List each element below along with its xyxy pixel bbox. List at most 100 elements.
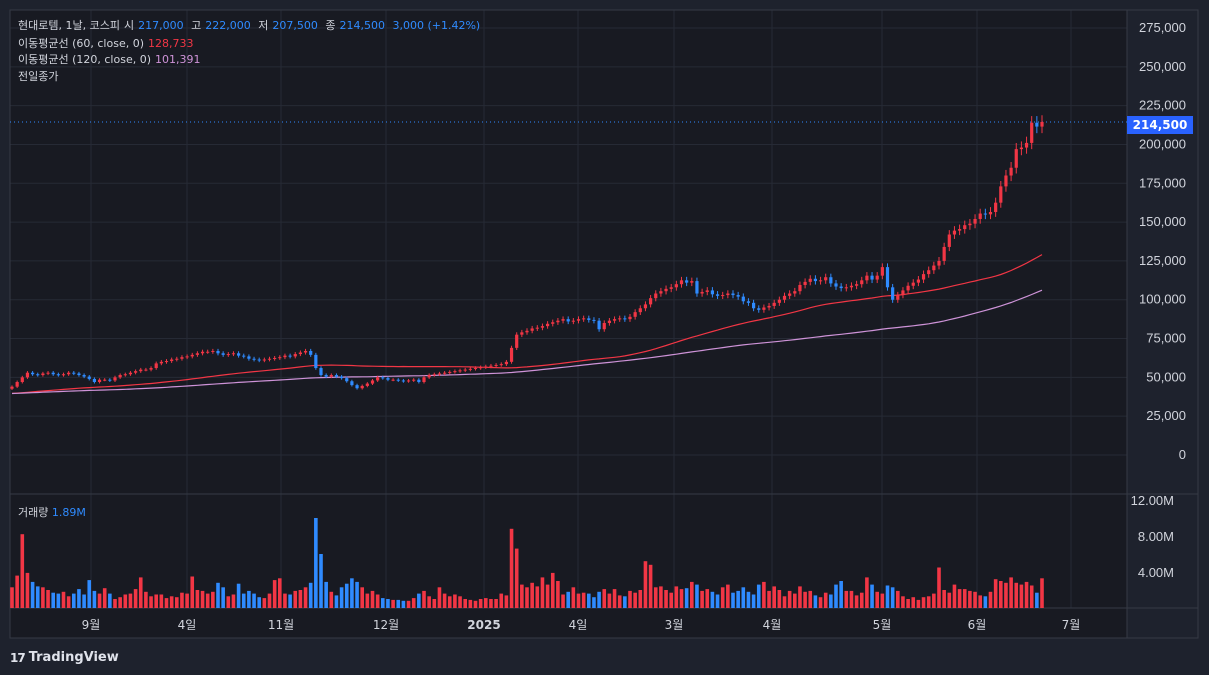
candle-body [340,376,344,379]
candle-body [237,353,241,356]
volume-bar [751,594,756,608]
price-tick-label: 225,000 [1139,98,1186,113]
candle-body [134,371,138,373]
price-tick-label: 125,000 [1139,253,1186,268]
candle-body [849,285,854,288]
volume-bar [597,591,601,608]
volume-bar [267,593,272,608]
price-tick-label: 0 [1179,447,1186,462]
candle-body [139,369,143,372]
volume-bar [283,593,287,608]
volume-bar [504,595,509,608]
candle-body [839,286,843,289]
volume-bar [221,587,225,608]
volume-tick-label: 4.00M [1138,565,1174,580]
volume-bar [66,596,71,608]
candle-body [1014,149,1018,168]
volume-bar [901,596,905,608]
volume-bar [175,597,179,608]
volume-bar [875,591,879,608]
candle-body [77,373,81,376]
ma120-line [11,289,1043,395]
candle-body [185,356,189,358]
volume-legend[interactable]: 거래량 1.89M [18,504,86,520]
volume-bar [211,591,215,608]
candle-body [885,267,890,288]
volume-bar [793,593,797,608]
price-tick-label: 50,000 [1146,369,1186,384]
volume-bar [906,599,910,608]
candle-body [267,358,272,360]
candle-body [571,320,575,322]
volume-bar [653,587,658,608]
candle-body [422,377,426,383]
candle-body [710,290,714,295]
volume-bar [241,593,246,608]
prev-close-legend[interactable]: 전일종가 [18,69,62,85]
candle-body [273,357,277,359]
volume-bar [334,595,339,608]
volume-bar [715,594,720,608]
candle-body [1024,142,1029,148]
volume-bar [535,586,540,608]
candle-body [587,318,591,320]
candle-body [448,371,452,373]
brand-name: TradingView [28,650,119,665]
volume-bar [308,582,313,608]
volume-bar [628,590,632,608]
volume-bar [355,581,359,608]
volume-bar [870,584,874,608]
candle-body [726,293,730,296]
candle-body [942,246,946,261]
volume-bar [10,587,14,608]
open-label: 시 [123,19,135,32]
volume-bar [581,592,586,608]
candle-body [56,374,60,376]
volume-bar [684,588,689,608]
open-value: 217,000 [138,19,184,32]
volume-bar [736,590,740,608]
ma120-legend[interactable]: 이동평균선 (120, close, 0) 101,391 [18,52,205,68]
volume-bar [478,599,483,608]
volume-bar [679,589,684,608]
volume-bar [437,587,442,608]
volume-bar [695,584,699,608]
time-tick-label: 12월 [373,618,399,632]
candle-body [757,308,761,310]
volume-bar [159,594,164,608]
candle-body [97,379,102,383]
volume-bar [509,528,514,608]
candle-body [818,280,823,282]
volume-bar [138,577,143,608]
volume-bar [329,591,334,608]
candle-body [813,278,817,282]
time-tick-label: 4일 [569,618,588,632]
candle-body [880,267,884,276]
volume-bar [962,589,967,608]
candle-body [855,284,859,286]
volume-bar [762,581,766,608]
volume-bar [772,586,776,608]
candle-body [958,229,962,231]
candle-body [293,354,297,357]
price-tick-label: 250,000 [1139,59,1186,74]
ma60-value: 128,733 [148,37,194,50]
volume-bar [257,597,261,608]
ma60-legend[interactable]: 이동평균선 (60, close, 0) 128,733 [18,36,198,52]
volume-bar [169,596,174,608]
tradingview-brand[interactable]: 17 TradingView [10,650,119,665]
volume-bar [46,590,50,608]
high-value: 222,000 [205,19,251,32]
candle-body [479,367,483,369]
volume-bar [1035,592,1039,608]
volume-bar [916,599,921,608]
candle-body [437,373,442,375]
candle-body [41,373,45,376]
candle-body [515,334,519,348]
candle-body [427,375,431,378]
candle-body [499,364,503,366]
volume-bar [602,589,607,608]
last-price-tag: 214,500 [1127,116,1193,134]
price-tick-label: 75,000 [1146,331,1186,346]
